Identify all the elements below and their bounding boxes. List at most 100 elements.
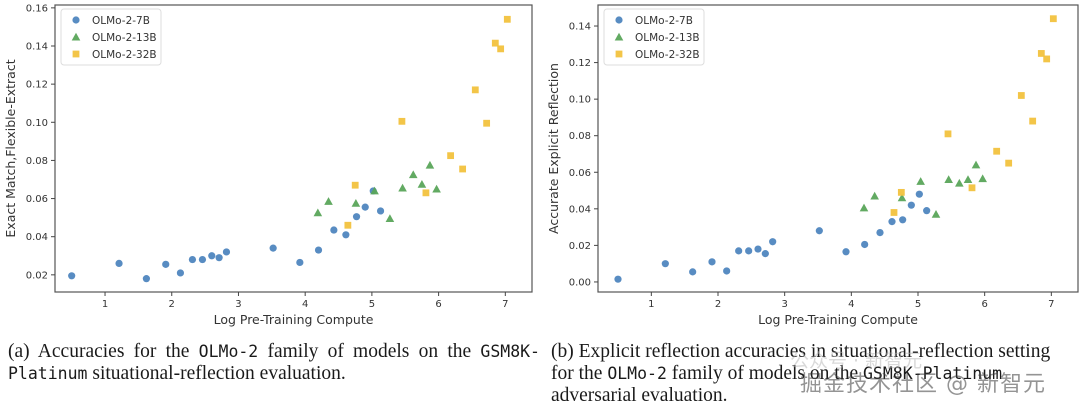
series-olmo-2-32b: [890, 15, 1057, 216]
data-point-square: [483, 119, 491, 127]
data-point-square: [1043, 55, 1051, 63]
caption-a-code-dataset: GSM8K-Platinum: [8, 342, 540, 383]
watermark: 掘金技术社区 @ 新智元: [800, 372, 1046, 397]
data-point-square: [398, 117, 406, 125]
data-point-square: [72, 50, 80, 58]
caption-a-text-1: Accuracies for the: [29, 341, 199, 362]
data-point-circle: [361, 203, 369, 211]
data-point-circle: [861, 240, 869, 249]
y-axis-label: Exact Match,Flexible-Extract: [3, 59, 18, 237]
data-point-square: [1017, 92, 1025, 99]
data-point-circle: [815, 227, 823, 235]
data-point-circle: [661, 260, 669, 268]
data-point-triangle: [955, 178, 964, 187]
data-point-circle: [198, 255, 207, 264]
x-tick-label: 2: [169, 299, 175, 310]
data-point-square: [351, 181, 359, 189]
caption-b-line-2: for the OLMo-2 family of models on the G…: [551, 363, 1080, 385]
data-point-circle: [72, 16, 80, 24]
y-axis-label: Accurate Explicit Reflection: [546, 63, 561, 234]
data-point-square: [497, 45, 505, 53]
data-point-triangle: [370, 186, 379, 195]
data-point-circle: [142, 275, 150, 283]
y-tick-label: 0.08: [569, 131, 591, 142]
caption-a-text-3: situational-reflection evaluation.: [87, 363, 346, 384]
data-point-triangle: [417, 179, 427, 188]
data-point-triangle: [71, 32, 81, 41]
y-tick-label: 0.12: [26, 80, 48, 91]
data-point-circle: [162, 260, 170, 268]
data-point-circle: [614, 275, 622, 283]
x-tick-label: 5: [369, 299, 375, 310]
data-point-square: [897, 188, 905, 196]
data-point-triangle: [931, 210, 941, 218]
x-tick-label: 5: [915, 299, 921, 310]
series-olmo-2-7b: [614, 190, 931, 283]
data-point-square: [1049, 15, 1057, 23]
data-point-triangle: [614, 32, 624, 41]
data-point-triangle: [971, 160, 981, 169]
data-point-square: [993, 147, 1001, 155]
data-point-triangle: [324, 197, 333, 205]
legend: OLMo-2-7B OLMo-2-13B OLMo-2-32B: [603, 8, 705, 66]
data-point-circle: [745, 247, 753, 255]
data-point-triangle: [859, 203, 869, 212]
series-olmo-2-13b: [313, 160, 441, 223]
data-point-circle: [222, 248, 231, 256]
caption-b-text-3: family of models on the: [666, 363, 863, 384]
caption-a-label: (a): [8, 341, 30, 362]
data-point-circle: [907, 201, 915, 209]
data-point-triangle: [978, 174, 987, 183]
x-tick-label: 3: [235, 299, 241, 310]
data-point-circle: [296, 258, 304, 267]
x-tick-label: 3: [781, 299, 787, 310]
scatter-chart-b: 1 2 3 4 5 6 7 0.00 0.02 0.04 0.06 0.08 0.10 0.12 0.14 L…: [546, 4, 1079, 327]
data-point-triangle: [398, 183, 407, 192]
data-point-circle: [689, 268, 697, 276]
caption-b-text-2: for the: [551, 363, 608, 384]
caption-b-line-1: (b) Explicit reflection accuracies in si…: [551, 341, 1080, 363]
data-point-circle: [923, 207, 931, 215]
x-tick-label: 4: [848, 299, 854, 310]
data-point-circle: [754, 245, 762, 253]
data-point-triangle: [944, 175, 953, 184]
y-tick-label: 0.14: [569, 22, 591, 33]
data-point-square: [447, 152, 455, 160]
data-point-circle: [708, 258, 716, 266]
data-point-triangle: [408, 170, 418, 179]
data-point-circle: [330, 226, 338, 234]
x-axis-label: Log Pre-Training Compute: [214, 312, 374, 327]
y-tick-label: 0.14: [26, 42, 48, 53]
data-point-triangle: [963, 175, 973, 184]
data-point-circle: [769, 238, 777, 246]
legend-label: OLMo-2-32B: [92, 49, 157, 61]
data-point-circle: [888, 218, 896, 226]
data-point-circle: [208, 252, 216, 260]
data-point-circle: [68, 272, 76, 280]
x-tick-label: 6: [981, 299, 987, 310]
chart-panel-a: 1 2 3 4 5 6 7 0.02 0.04 0.06 0.08 0.10 0.12 0.14 0.16 L…: [0, 0, 545, 330]
data-point-square: [1037, 50, 1045, 57]
data-point-triangle: [313, 208, 323, 217]
data-point-triangle: [425, 160, 435, 169]
data-point-triangle: [351, 199, 361, 207]
x-tick-label: 1: [648, 299, 654, 310]
data-point-square: [491, 39, 499, 47]
data-point-circle: [352, 213, 361, 221]
y-tick-label: 0.04: [569, 204, 591, 215]
legend-label: OLMo-2-32B: [635, 49, 700, 61]
caption-a: (a) Accuracies for the OLMo-2 family of …: [8, 341, 540, 385]
x-axis-label: Log Pre-Training Compute: [758, 312, 918, 327]
data-point-circle: [876, 228, 884, 237]
y-tick-label: 0.08: [26, 156, 48, 167]
x-tick-label: 6: [435, 299, 441, 310]
data-point-circle: [735, 247, 743, 255]
y-tick-label: 0.12: [569, 58, 591, 69]
caption-b-text-4: adversarial evaluation.: [551, 385, 728, 406]
data-point-circle: [761, 250, 769, 258]
data-point-square: [344, 221, 352, 229]
data-point-circle: [115, 259, 123, 267]
data-point-square: [1005, 159, 1013, 167]
caption-b-text-1: Explicit reflection accuracies in situat…: [573, 341, 1051, 362]
legend-label: OLMo-2-13B: [635, 32, 700, 44]
